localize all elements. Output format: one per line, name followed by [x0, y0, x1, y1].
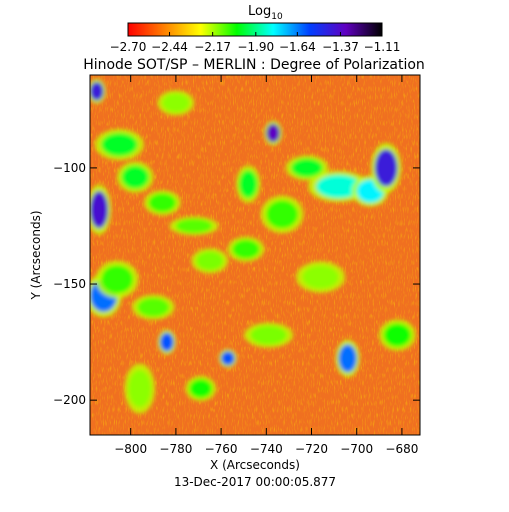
colorbar-tick-label: −2.17	[194, 40, 231, 54]
plot-frame	[89, 74, 421, 436]
colorbar	[127, 22, 383, 37]
polarization-patch	[189, 379, 213, 398]
colorbar-tick-label: −2.70	[110, 40, 147, 54]
polarization-patch	[175, 219, 213, 233]
polarization-patch	[316, 174, 362, 199]
polarization-patch	[90, 191, 109, 229]
polarization-patch	[374, 149, 398, 187]
y-tick-label: −200	[53, 393, 86, 407]
polarization-patch	[302, 265, 339, 289]
polarization-patch	[291, 158, 323, 178]
x-axis-label: X (Arcseconds)	[210, 458, 300, 472]
x-tick-label: −800	[114, 442, 147, 456]
polarization-patch	[266, 200, 298, 229]
polarization-patch	[148, 193, 176, 213]
polarization-patch	[90, 81, 104, 101]
polarization-patch	[266, 123, 280, 143]
date-label: 13-Dec-2017 00:00:05.877	[174, 475, 336, 489]
heatmap-area	[90, 75, 420, 435]
polarization-patch	[338, 344, 357, 373]
polarization-patch	[137, 297, 170, 317]
y-tick-label: −150	[53, 277, 86, 291]
y-tick-label: −100	[53, 161, 86, 175]
polarization-patch	[162, 93, 190, 113]
x-tick-label: −720	[295, 442, 328, 456]
y-axis: −100 −150 −200	[53, 161, 420, 407]
polarization-patches	[90, 78, 416, 414]
x-tick-label: −780	[159, 442, 192, 456]
colorbar-label: Log10	[248, 4, 283, 22]
x-tick-label: −680	[385, 442, 418, 456]
x-tick-label: −740	[250, 442, 283, 456]
x-tick-label: −700	[340, 442, 373, 456]
polarization-patch	[383, 323, 411, 347]
x-tick-label: −760	[205, 442, 238, 456]
colorbar-tick-label: −1.37	[322, 40, 359, 54]
colorbar-ticks: −2.70 −2.44 −2.17 −1.90 −1.64 −1.37 −1.11	[110, 32, 401, 54]
polarization-patch	[239, 170, 258, 199]
chart-title: Hinode SOT/SP – MERLIN : Degree of Polar…	[83, 57, 425, 73]
polarization-patch	[250, 325, 287, 345]
polarization-patch	[101, 133, 138, 157]
polarization-patch	[160, 332, 174, 352]
colorbar-label-subscript: 10	[271, 12, 283, 22]
polarization-patch	[121, 165, 149, 189]
polarization-patch	[128, 369, 152, 408]
x-axis: −800 −780 −760 −740 −720 −700 −680	[114, 75, 418, 456]
polarization-patch	[221, 351, 235, 366]
colorbar-tick-label: −1.90	[237, 40, 274, 54]
y-axis-label: Y (Arcseconds)	[29, 210, 43, 300]
polarization-patch	[232, 239, 260, 259]
polarization-patch	[196, 251, 224, 271]
colorbar-tick-label: −1.64	[279, 40, 316, 54]
polarization-patch	[101, 265, 133, 294]
colorbar-tick-label: −2.44	[151, 40, 188, 54]
colorbar-tick-label: −1.11	[364, 40, 401, 54]
